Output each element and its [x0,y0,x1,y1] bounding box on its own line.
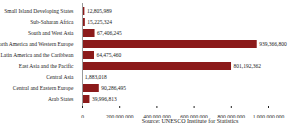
svg-text:67,406,245: 67,406,245 [97,30,122,36]
svg-text:200,000,000: 200,000,000 [106,114,134,118]
svg-text:939,366,800: 939,366,800 [259,41,287,47]
svg-text:12,805,989: 12,805,989 [87,8,112,14]
svg-text:Central and Eastern Europe: Central and Eastern Europe [13,85,74,91]
svg-text:90,286,495: 90,286,495 [101,85,126,91]
svg-text:Latin America and the Caribbea: Latin America and the Caribbean [1,52,74,58]
html-text:Source: UNESCO Institute for S: Source: UNESCO Institute for Statistics [141,118,239,124]
svg-text:801,192,362: 801,192,362 [234,63,262,69]
svg-text:East Asia and the Pacific: East Asia and the Pacific [19,63,74,69]
svg-text:0: 0 [81,114,84,118]
svg-text:Sub-Saharan Africa: Sub-Saharan Africa [30,19,74,25]
svg-text:North America and Western Euro: North America and Western Europe [0,41,74,47]
svg-text:Central Asia: Central Asia [46,74,74,80]
svg-text:South and West Asia: South and West Asia [28,30,74,36]
svg-text:400,000,000: 400,000,000 [143,114,171,118]
svg-text:39,996,813: 39,996,813 [92,96,117,102]
svg-text:800,000,000: 800,000,000 [218,114,246,118]
svg-text:600,000,000: 600,000,000 [180,114,208,118]
svg-text:Small Island Developing States: Small Island Developing States [4,8,73,14]
svg-text:Arab States: Arab States [48,96,74,102]
svg-text:64,475,460: 64,475,460 [96,52,121,58]
svg-text:15,225,324: 15,225,324 [87,19,112,25]
svg-text:1,000,000,000: 1,000,000,000 [253,114,285,118]
svg-text:1,883,018: 1,883,018 [85,74,107,80]
